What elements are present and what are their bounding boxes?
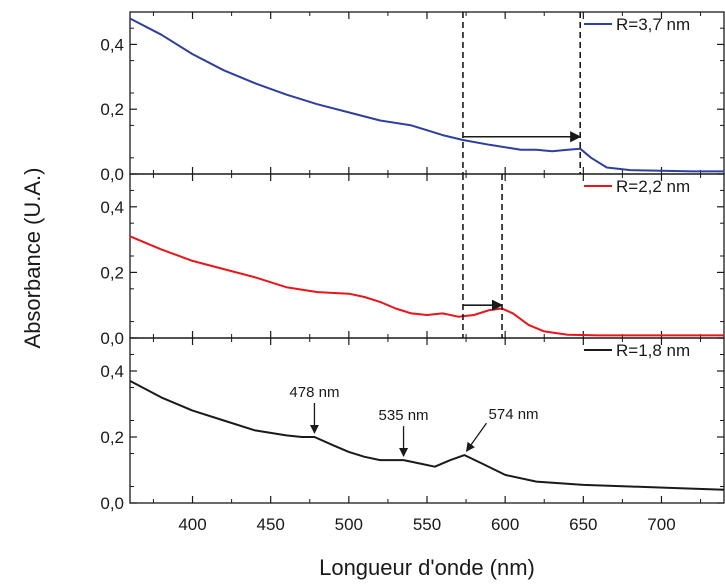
y-tick-label: 0,4 xyxy=(100,198,124,217)
x-tick-label: 400 xyxy=(178,515,206,534)
x-axis-title: Longueur d'onde (nm) xyxy=(319,555,535,580)
x-tick-label: 500 xyxy=(335,515,363,534)
x-tick-label: 450 xyxy=(256,515,284,534)
legend-label: R=1,8 nm xyxy=(616,341,690,360)
y-tick-label: 0,0 xyxy=(100,329,124,348)
annotation-arrow xyxy=(465,422,488,452)
legend-label: R=3,7 nm xyxy=(616,15,690,34)
y-tick-label: 0,2 xyxy=(100,263,124,282)
y-tick-label: 0,2 xyxy=(100,100,124,119)
series-line xyxy=(129,380,725,491)
annotation-label: 574 nm xyxy=(489,406,539,423)
y-tick-label: 0,4 xyxy=(100,362,124,381)
series-line xyxy=(129,235,724,337)
panel-frame-2 xyxy=(129,173,725,339)
x-tick-label: 650 xyxy=(569,515,597,534)
legend-label: R=2,2 nm xyxy=(616,177,690,196)
series-line xyxy=(129,17,724,173)
y-tick-label: 0,4 xyxy=(100,35,124,54)
x-tick-label: 600 xyxy=(491,515,519,534)
x-tick-label: 550 xyxy=(413,515,441,534)
panel-frame-1 xyxy=(129,11,725,175)
annotation-label: 478 nm xyxy=(289,384,339,401)
y-axis-title: Absorbance (U.A.) xyxy=(20,168,45,349)
y-tick-label: 0,0 xyxy=(100,165,124,184)
x-tick-label: 700 xyxy=(647,515,675,534)
annotation-label: 535 nm xyxy=(379,407,429,424)
y-tick-label: 0,0 xyxy=(100,494,124,513)
y-tick-label: 0,2 xyxy=(100,428,124,447)
